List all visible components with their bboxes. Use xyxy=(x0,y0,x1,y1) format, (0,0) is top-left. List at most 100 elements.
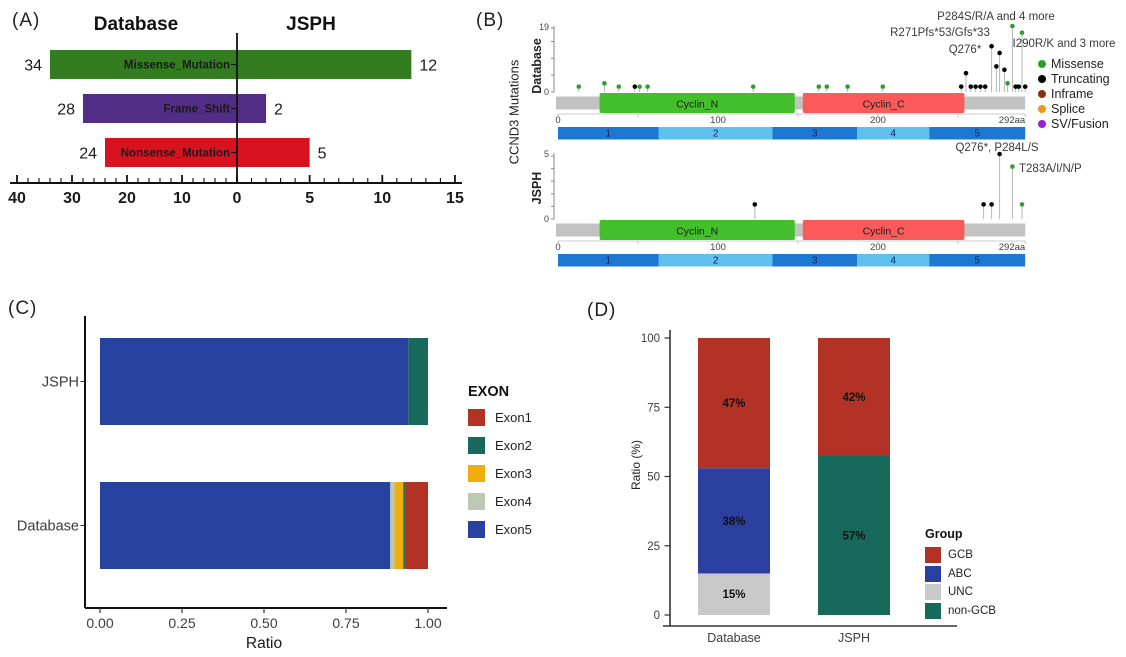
panel-d-label: (D) xyxy=(587,300,617,321)
panel-d-y-axis-title: Ratio (%) xyxy=(629,439,643,491)
svg-text:Cyclin_N: Cyclin_N xyxy=(676,99,718,111)
panel-a-left-title: Database xyxy=(93,14,179,35)
svg-text:I290R/K and 3 more: I290R/K and 3 more xyxy=(1013,38,1116,50)
svg-text:100: 100 xyxy=(710,115,726,126)
svg-text:0.75: 0.75 xyxy=(332,615,359,631)
unc-swatch-icon xyxy=(925,584,941,600)
exon1-swatch-icon xyxy=(468,409,485,426)
svg-text:0: 0 xyxy=(654,610,660,622)
svg-text:38%: 38% xyxy=(722,516,745,528)
svg-text:19: 19 xyxy=(539,22,549,32)
svg-text:200: 200 xyxy=(870,242,886,253)
legend-item-label: Exon4 xyxy=(495,494,532,509)
svg-text:0.25: 0.25 xyxy=(168,615,195,631)
exon4-swatch-icon xyxy=(468,493,485,510)
svg-text:3: 3 xyxy=(812,256,818,267)
sv-fusion-swatch-icon xyxy=(1038,119,1046,128)
legend-item-exon5: Exon5 xyxy=(468,521,532,538)
svg-text:3: 3 xyxy=(812,129,818,140)
svg-text:Nonsense_Mutation: Nonsense_Mutation xyxy=(121,148,230,160)
svg-text:5: 5 xyxy=(974,129,980,140)
svg-text:1: 1 xyxy=(606,256,612,267)
legend-item-exon2: Exon2 xyxy=(468,437,532,454)
legend-item-exon3: Exon3 xyxy=(468,465,532,482)
legend-item-label: SV/Fusion xyxy=(1051,116,1109,131)
missense-swatch-icon xyxy=(1038,59,1046,68)
exon2-swatch-icon xyxy=(468,437,485,454)
legend-title: Group xyxy=(925,527,963,541)
svg-text:R271Pfs*53/Gfs*33: R271Pfs*53/Gfs*33 xyxy=(890,27,990,39)
legend-item-unc: UNC xyxy=(925,584,996,600)
legend-item-label: Truncating xyxy=(1051,71,1110,86)
panel-a-diverging-bar-chart: 34 12 Missense_Mutation 28 2 Frame_Shift 24 5 No… xyxy=(8,33,464,207)
gcb-swatch-icon xyxy=(925,547,941,563)
legend-item-label: non-GCB xyxy=(948,604,996,617)
svg-text:Database: Database xyxy=(707,631,761,645)
svg-text:12: 12 xyxy=(419,58,437,75)
exon5-swatch-icon xyxy=(468,521,485,538)
svg-text:20: 20 xyxy=(118,190,136,207)
svg-text:T283A/I/N/P: T283A/I/N/P xyxy=(1019,163,1082,175)
panel-a-label: (A) xyxy=(12,10,41,31)
svg-text:42%: 42% xyxy=(842,392,865,404)
svg-text:292aa: 292aa xyxy=(999,115,1026,126)
splice-swatch-icon xyxy=(1038,104,1046,113)
legend-item-label: GCB xyxy=(948,549,973,561)
svg-text:0: 0 xyxy=(555,242,560,253)
legend-item-label: Missense xyxy=(1051,56,1104,71)
legend-title: EXON xyxy=(468,384,510,400)
svg-text:28: 28 xyxy=(57,102,75,119)
panel-c-legend: EXON Exon1 Exon2 Exon3 Exon4 Exon5 xyxy=(468,384,532,549)
svg-text:2: 2 xyxy=(713,129,719,140)
legend-item-splice: Splice xyxy=(1038,101,1110,116)
svg-text:10: 10 xyxy=(373,190,391,207)
svg-text:1: 1 xyxy=(606,129,612,140)
legend-item-label: Exon2 xyxy=(495,438,532,453)
svg-text:25: 25 xyxy=(647,541,660,553)
legend-item-missense: Missense xyxy=(1038,56,1110,71)
svg-text:47%: 47% xyxy=(722,398,745,410)
legend-item-truncating: Truncating xyxy=(1038,71,1110,86)
legend-item-exon1: Exon1 xyxy=(468,409,532,426)
svg-text:0.00: 0.00 xyxy=(86,615,113,631)
svg-text:5: 5 xyxy=(974,256,980,267)
svg-text:1.00: 1.00 xyxy=(414,615,441,631)
non-gcb-swatch-icon xyxy=(925,602,941,619)
inframe-swatch-icon xyxy=(1038,89,1046,98)
svg-text:15: 15 xyxy=(446,190,464,207)
svg-text:Cyclin_C: Cyclin_C xyxy=(863,226,905,238)
panel-c-stacked-bar-chart: JSPH Database 0.00 0.25 0.50 0.75 1.00 Ratio xyxy=(17,316,447,652)
svg-text:JSPH: JSPH xyxy=(838,631,870,645)
svg-text:5: 5 xyxy=(544,149,549,159)
svg-text:0.50: 0.50 xyxy=(250,615,277,631)
svg-text:Cyclin_N: Cyclin_N xyxy=(676,226,718,238)
svg-text:Database: Database xyxy=(17,519,79,535)
svg-text:200: 200 xyxy=(870,115,886,126)
panel-b-legend: Missense Truncating Inframe Splice SV/Fu… xyxy=(1038,56,1110,131)
svg-text:100: 100 xyxy=(641,333,660,345)
panel-d-stacked-bar-chart: 0 25 50 75 100 15% 38% 47% Database 57% 42% JSPH xyxy=(641,330,957,645)
svg-text:Frame_Shift: Frame_Shift xyxy=(164,104,231,116)
svg-text:0: 0 xyxy=(555,115,560,126)
svg-text:5: 5 xyxy=(305,190,314,207)
svg-text:2: 2 xyxy=(274,102,283,119)
svg-text:4: 4 xyxy=(890,256,896,267)
svg-text:JSPH: JSPH xyxy=(42,375,79,391)
legend-item-abc: ABC xyxy=(925,565,996,582)
legend-item-label: Splice xyxy=(1051,101,1086,116)
svg-text:5: 5 xyxy=(318,146,327,163)
panel-a-right-title: JSPH xyxy=(286,14,336,35)
legend-item-inframe: Inframe xyxy=(1038,86,1110,101)
svg-text:292aa: 292aa xyxy=(999,242,1026,253)
svg-text:100: 100 xyxy=(710,242,726,253)
exon3-swatch-icon xyxy=(468,465,485,482)
svg-text:2: 2 xyxy=(713,256,719,267)
panel-b-track-database-label: Database xyxy=(530,38,544,94)
svg-text:4: 4 xyxy=(890,129,896,140)
panel-c-label: (C) xyxy=(8,298,38,319)
svg-text:75: 75 xyxy=(647,402,660,414)
abc-swatch-icon xyxy=(925,565,941,582)
svg-text:50: 50 xyxy=(647,472,660,484)
svg-text:Cyclin_C: Cyclin_C xyxy=(863,99,905,111)
